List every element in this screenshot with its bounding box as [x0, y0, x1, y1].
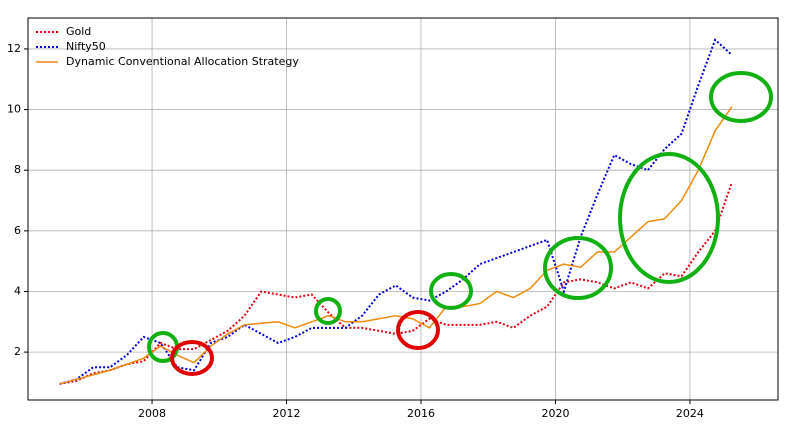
x-tick-label: 2016: [407, 407, 435, 420]
y-tick-label: 6: [14, 224, 21, 237]
red-circle: [396, 310, 440, 350]
y-tick-label: 12: [7, 42, 21, 55]
y-tick-label: 8: [14, 163, 21, 176]
y-tick-label: 4: [14, 284, 21, 297]
legend: Gold Nifty50 Dynamic Conventional Allocati…: [36, 25, 299, 68]
green-circle: [429, 272, 473, 310]
y-tick-label: 10: [7, 103, 21, 116]
annotations: [147, 71, 773, 376]
y-tick-label: 2: [14, 345, 21, 358]
green-circle: [709, 71, 773, 123]
series-line: [59, 181, 733, 385]
x-tick-label: 2024: [676, 407, 704, 420]
green-circle: [314, 297, 342, 325]
green-circle: [543, 236, 613, 300]
x-tick-label: 2020: [541, 407, 569, 420]
legend-label: Dynamic Conventional Allocation Strategy: [66, 55, 299, 68]
grid: [28, 18, 778, 400]
green-circle: [618, 152, 720, 284]
legend-label: Nifty50: [66, 40, 106, 53]
axes-frame: [27, 17, 779, 401]
ticks: 2008 2012 2016 2020 2024 2 4 6 8 10 12: [7, 42, 704, 420]
x-tick-label: 2012: [273, 407, 301, 420]
red-circle: [170, 340, 214, 376]
x-tick-label: 2008: [138, 407, 166, 420]
legend-label: Gold: [66, 25, 91, 38]
